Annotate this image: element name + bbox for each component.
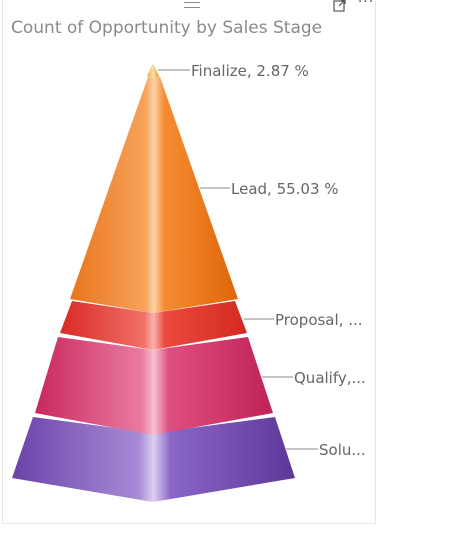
pyramid-segment-finalize[interactable]: [147, 63, 159, 78]
pyramid-segment-qualify[interactable]: [35, 337, 273, 435]
drag-handle-icon[interactable]: [184, 2, 200, 8]
data-label-solution: Solu...: [319, 441, 366, 459]
pyramid-segment-solution[interactable]: [12, 417, 295, 502]
focus-mode-icon[interactable]: [333, 0, 347, 12]
chart-title: Count of Opportunity by Sales Stage: [11, 18, 323, 38]
data-label-proposal: Proposal, ...: [275, 311, 363, 329]
data-label-lead: Lead, 55.03 %: [231, 180, 339, 198]
more-options-icon[interactable]: ···: [357, 0, 375, 10]
pyramid-segment-proposal[interactable]: [60, 301, 247, 350]
data-label-qualify: Qualify,...: [294, 369, 366, 387]
data-label-finalize: Finalize, 2.87 %: [191, 62, 309, 80]
pyramid-segment-lead[interactable]: [70, 75, 238, 313]
